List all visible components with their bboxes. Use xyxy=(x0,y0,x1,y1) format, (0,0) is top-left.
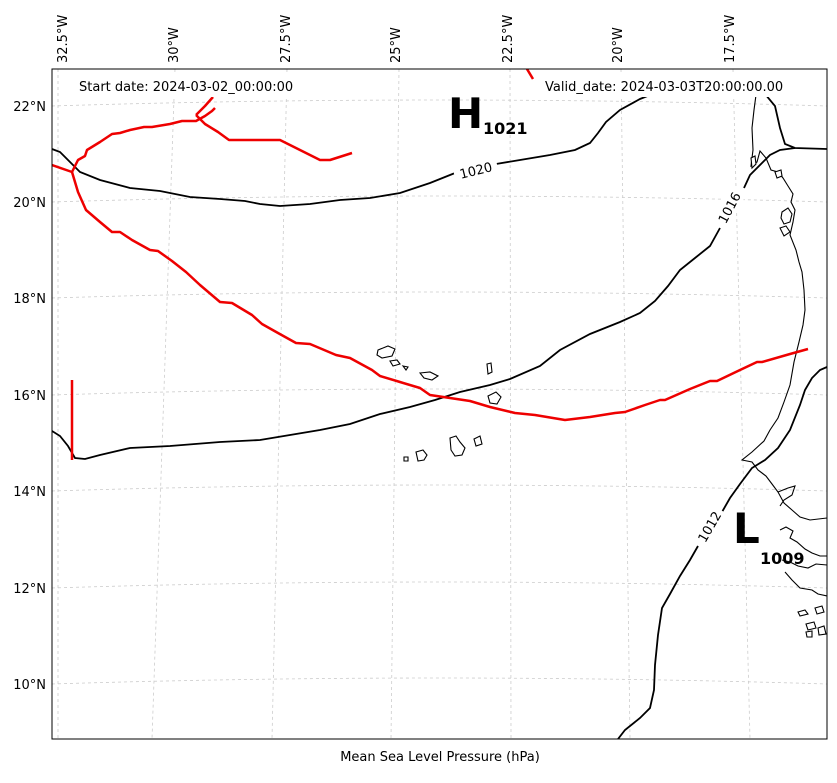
front-line-top xyxy=(195,96,214,116)
lon-tick-label: 17.5°W xyxy=(723,15,738,63)
coast-south xyxy=(781,559,827,569)
lat-tick-label: 22°N xyxy=(13,100,46,115)
isobar-1012 xyxy=(617,545,699,739)
longitude-tick-labels: 32.5°W 30°W 27.5°W 25°W 22.5°W 20°W 17.5… xyxy=(56,15,738,63)
bijagos-island-5 xyxy=(805,630,813,638)
cape-verde-santiago xyxy=(449,435,466,457)
lon-tick-label: 20°W xyxy=(611,27,626,63)
cape-verde-sal xyxy=(486,362,493,375)
low-letter: L xyxy=(733,504,760,553)
cape-verde-santa-luzia xyxy=(401,365,409,371)
cape-verde-boa-vista xyxy=(487,391,502,405)
valid-date-label: Valid_date: 2024-03-03T20:00:00.00 xyxy=(538,75,806,97)
front-line-main xyxy=(52,163,809,422)
start-date-label: Start date: 2024-03-02_00:00:00 xyxy=(72,75,312,97)
lon-tick-label: 32.5°W xyxy=(56,15,71,63)
coast-inlet-gambia xyxy=(777,485,796,507)
lon-tick-label: 30°W xyxy=(167,27,182,63)
latitude-tick-labels: 22°N 20°N 18°N 16°N 14°N 12°N 10°N xyxy=(13,100,46,693)
high-value: 1021 xyxy=(483,119,528,138)
lon-tick-label: 22.5°W xyxy=(501,15,516,63)
lon-tick-label: 27.5°W xyxy=(279,15,294,63)
lat-tick-label: 10°N xyxy=(13,678,46,693)
cape-verde-maio xyxy=(473,435,483,447)
isobar-1020 xyxy=(52,148,456,207)
coast-guinea-bissau xyxy=(779,526,827,557)
lat-tick-label: 18°N xyxy=(13,292,46,307)
map-frame xyxy=(51,68,828,740)
cape-verde-santo-antao xyxy=(376,345,396,359)
coast-lower xyxy=(784,571,827,597)
bijagos-island-1 xyxy=(797,609,809,617)
isobar-1016 xyxy=(52,227,721,460)
lat-tick-label: 14°N xyxy=(13,485,46,500)
x-axis-label: Mean Sea Level Pressure (hPa) xyxy=(340,750,540,765)
svg-text:Start date: 2024-03-02_00:00:0: Start date: 2024-03-02_00:00:00 xyxy=(79,80,293,95)
canary-island-2 xyxy=(780,207,793,225)
cape-verde-sao-nicolau xyxy=(418,371,440,381)
front-line-north-branch xyxy=(195,114,353,162)
lat-tick-label: 12°N xyxy=(13,582,46,597)
high-pressure-center: H 1021 xyxy=(448,89,528,138)
svg-text:Valid_date: 2024-03-03T20:00:0: Valid_date: 2024-03-03T20:00:00.00 xyxy=(545,80,783,95)
lat-tick-label: 20°N xyxy=(13,196,46,211)
high-letter: H xyxy=(448,89,483,138)
lat-tick-label: 16°N xyxy=(13,389,46,404)
canary-island-4 xyxy=(750,155,757,170)
bijagos-island-3 xyxy=(805,621,817,631)
low-value: 1009 xyxy=(760,549,805,568)
canary-island-1 xyxy=(774,169,783,179)
bijagos-island-4 xyxy=(817,625,827,636)
isobar-1012-north xyxy=(721,366,827,513)
cape-verde-sao-vicente xyxy=(389,359,401,367)
parallel-gridlines xyxy=(52,99,827,685)
cape-verde-fogo xyxy=(415,449,428,462)
map-area xyxy=(52,69,827,739)
meridian-gridlines xyxy=(57,69,751,739)
front-line-top-right xyxy=(525,69,535,80)
bijagos-island-2 xyxy=(814,605,825,615)
low-pressure-center: L 1009 xyxy=(733,504,805,568)
cape-verde-brava xyxy=(403,456,409,462)
lon-tick-label: 25°W xyxy=(389,27,404,63)
isobar-1016-north xyxy=(743,147,796,189)
africa-coastline xyxy=(740,78,827,521)
canary-island-3 xyxy=(779,225,791,237)
